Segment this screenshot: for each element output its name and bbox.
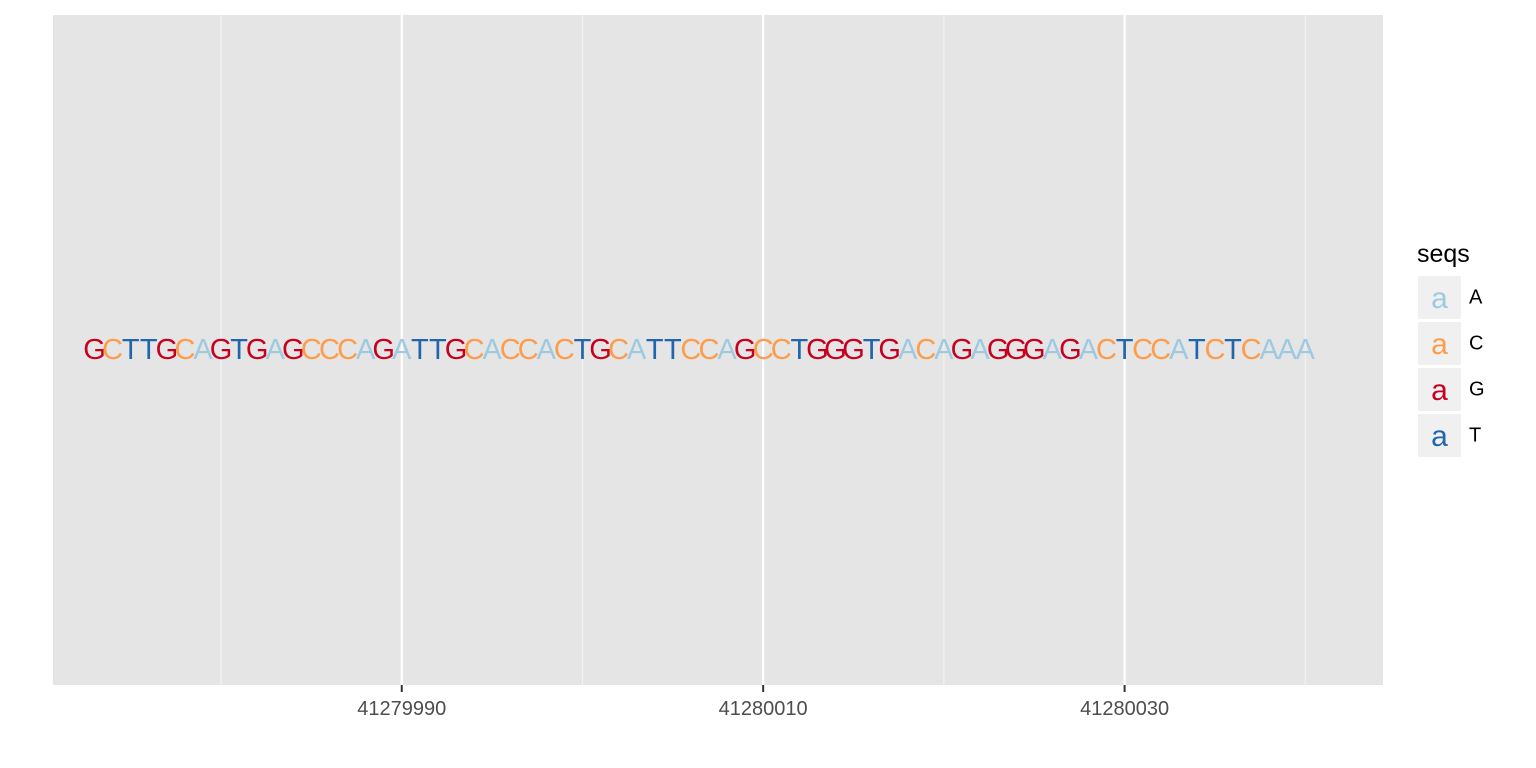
base-letter-T: T [230, 334, 248, 366]
base-letter-G: G [246, 334, 269, 366]
legend: seqs a Aa Ca Ga T [1417, 240, 1485, 457]
base-letter-T: T [664, 334, 682, 366]
base-letter-A: A [627, 334, 647, 366]
base-letter-C: C [1132, 334, 1153, 366]
x-tick-label: 41279990 [357, 698, 446, 720]
base-letter-G: G [589, 334, 612, 366]
base-letter-G: G [878, 334, 901, 366]
base-letter-A: A [970, 334, 990, 366]
base-letter-T: T [646, 334, 664, 366]
base-letter-A: A [1079, 334, 1099, 366]
legend-key-glyph: a [1431, 282, 1448, 315]
base-letter-T: T [411, 334, 429, 366]
legend-title: seqs [1417, 240, 1470, 268]
x-tick-label: 41280030 [1080, 698, 1169, 720]
base-letter-C: C [337, 334, 358, 366]
base-letter-T: T [1188, 334, 1206, 366]
base-letter-A: A [1043, 334, 1063, 366]
x-tick-label: 41280010 [719, 698, 808, 720]
base-letter-A: A [356, 334, 376, 366]
legend-key [1418, 322, 1461, 365]
base-letter-A: A [934, 334, 954, 366]
base-letter-G: G [806, 334, 829, 366]
base-letter-C: C [753, 334, 774, 366]
base-letter-A: A [392, 334, 412, 366]
base-letter-C: C [698, 334, 719, 366]
base-letter-G: G [824, 334, 847, 366]
base-letter-A: A [1278, 334, 1298, 366]
base-letter-T: T [122, 334, 140, 366]
base-letter-C: C [1204, 334, 1225, 366]
base-letter-A: A [1296, 334, 1316, 366]
base-letter-G: G [372, 334, 395, 366]
legend-key-glyph: a [1431, 328, 1448, 361]
legend-label: A [1469, 287, 1483, 309]
x-axis: 41279990 41280010 41280030 [357, 685, 1169, 720]
base-letter-C: C [608, 334, 629, 366]
base-letter-G: G [83, 334, 106, 366]
base-letter-A: A [193, 334, 213, 366]
legend-key-glyph: a [1431, 420, 1448, 453]
base-letter-A: A [717, 334, 737, 366]
base-letter-G: G [445, 334, 468, 366]
base-letter-G: G [987, 334, 1010, 366]
base-letter-G: G [210, 334, 233, 366]
base-letter-A: A [482, 334, 502, 366]
base-letter-C: C [1241, 334, 1262, 366]
base-letter-A: A [537, 334, 557, 366]
base-letter-G: G [1005, 334, 1028, 366]
base-letter-C: C [680, 334, 701, 366]
legend-key [1418, 414, 1461, 457]
base-letter-G: G [1023, 334, 1046, 366]
base-letter-G: G [951, 334, 974, 366]
base-letter-G: G [1059, 334, 1082, 366]
major-grid-lines [400, 15, 1126, 685]
base-letter-G: G [156, 334, 179, 366]
base-letter-T: T [574, 334, 592, 366]
base-letter-C: C [915, 334, 936, 366]
base-letter-C: C [1096, 334, 1117, 366]
base-letter-T: T [429, 334, 447, 366]
plot-panel [53, 15, 1383, 685]
base-letter-A: A [1169, 334, 1189, 366]
legend-label: T [1469, 425, 1481, 447]
legend-key [1418, 276, 1461, 319]
base-letter-G: G [734, 334, 757, 366]
base-letter-C: C [464, 334, 485, 366]
base-letter-T: T [1116, 334, 1134, 366]
base-letter-C: C [771, 334, 792, 366]
base-letter-T: T [140, 334, 158, 366]
base-letter-A: A [898, 334, 918, 366]
legend-key [1418, 368, 1461, 411]
minor-grid-lines [220, 15, 1306, 685]
base-letter-G: G [842, 334, 865, 366]
base-letter-T: T [1224, 334, 1242, 366]
base-letter-C: C [518, 334, 539, 366]
base-letter-C: C [554, 334, 575, 366]
base-letter-C: C [102, 334, 123, 366]
legend-label: G [1469, 379, 1485, 401]
legend-key-glyph: a [1431, 374, 1448, 407]
base-letter-A: A [1259, 334, 1279, 366]
legend-entries: a Aa Ca Ga T [1418, 276, 1485, 457]
base-letter-C: C [319, 334, 340, 366]
base-letter-T: T [863, 334, 881, 366]
base-letter-C: C [174, 334, 195, 366]
base-letter-A: A [266, 334, 286, 366]
base-letter-C: C [500, 334, 521, 366]
base-letter-T: T [790, 334, 808, 366]
base-letter-G: G [282, 334, 305, 366]
base-letter-C: C [1150, 334, 1171, 366]
base-letter-C: C [301, 334, 322, 366]
legend-label: C [1469, 333, 1483, 355]
